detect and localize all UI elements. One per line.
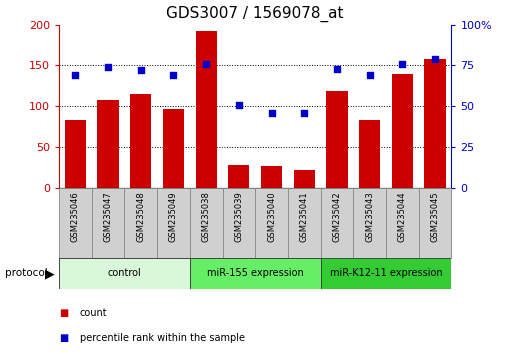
Text: GSM235038: GSM235038 xyxy=(202,191,211,242)
Bar xyxy=(97,100,119,188)
Bar xyxy=(190,188,223,258)
Text: protocol: protocol xyxy=(5,268,48,279)
Text: miR-K12-11 expression: miR-K12-11 expression xyxy=(330,268,442,279)
Bar xyxy=(65,120,86,188)
Bar xyxy=(92,188,125,258)
Bar xyxy=(419,188,451,258)
Bar xyxy=(130,94,151,188)
Text: GSM235043: GSM235043 xyxy=(365,191,374,242)
Bar xyxy=(321,258,451,289)
Text: miR-155 expression: miR-155 expression xyxy=(207,268,304,279)
Bar xyxy=(223,188,255,258)
Bar xyxy=(163,109,184,188)
Point xyxy=(202,61,210,67)
Bar xyxy=(124,188,157,258)
Bar xyxy=(392,74,413,188)
Text: GSM235041: GSM235041 xyxy=(300,191,309,242)
Text: GSM235045: GSM235045 xyxy=(430,191,440,242)
Point xyxy=(366,73,374,78)
Bar xyxy=(59,258,190,289)
Point xyxy=(267,110,275,115)
Point xyxy=(398,61,406,67)
Text: control: control xyxy=(108,268,141,279)
Bar xyxy=(321,188,353,258)
Text: GSM235049: GSM235049 xyxy=(169,191,178,242)
Text: GSM235040: GSM235040 xyxy=(267,191,276,242)
Text: GSM235039: GSM235039 xyxy=(234,191,243,242)
Bar xyxy=(255,188,288,258)
Bar xyxy=(157,188,190,258)
Bar xyxy=(359,120,380,188)
Text: GSM235046: GSM235046 xyxy=(71,191,80,242)
Point xyxy=(104,64,112,70)
Text: ■: ■ xyxy=(59,308,68,318)
Text: ■: ■ xyxy=(59,333,68,343)
Bar xyxy=(59,188,92,258)
Text: GSM235044: GSM235044 xyxy=(398,191,407,242)
Text: GSM235048: GSM235048 xyxy=(136,191,145,242)
Text: percentile rank within the sample: percentile rank within the sample xyxy=(80,333,245,343)
Bar xyxy=(261,166,282,188)
Bar xyxy=(353,188,386,258)
Bar xyxy=(293,170,315,188)
Point xyxy=(235,102,243,107)
Text: GSM235042: GSM235042 xyxy=(332,191,342,242)
Point xyxy=(333,66,341,72)
Point xyxy=(71,73,80,78)
Point xyxy=(431,56,439,62)
Point xyxy=(300,110,308,115)
Bar xyxy=(228,165,249,188)
Title: GDS3007 / 1569078_at: GDS3007 / 1569078_at xyxy=(166,6,344,22)
Bar xyxy=(424,59,446,188)
Text: ▶: ▶ xyxy=(46,267,55,280)
Bar xyxy=(326,91,348,188)
Bar xyxy=(195,31,217,188)
Point xyxy=(136,68,145,73)
Text: GSM235047: GSM235047 xyxy=(104,191,112,242)
Point xyxy=(169,73,177,78)
Bar xyxy=(190,258,321,289)
Bar xyxy=(288,188,321,258)
Bar xyxy=(386,188,419,258)
Text: count: count xyxy=(80,308,107,318)
